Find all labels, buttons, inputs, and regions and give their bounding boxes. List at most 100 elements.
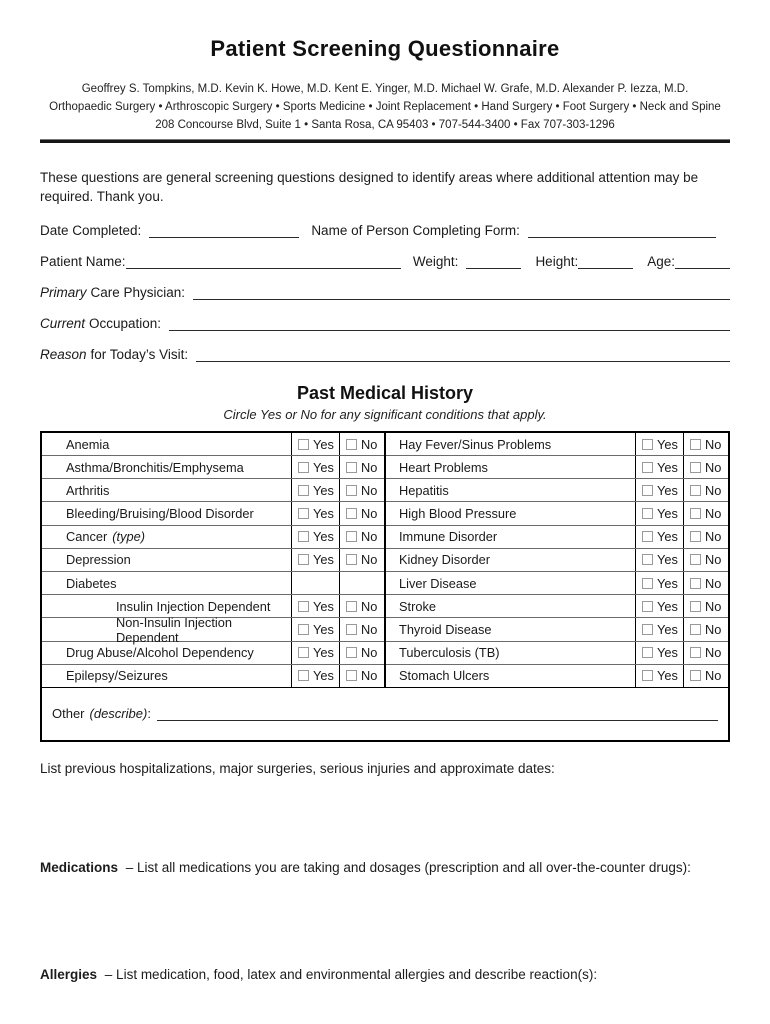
- no-cell: No: [683, 595, 728, 618]
- yes-checkbox-icon[interactable]: [298, 647, 309, 659]
- height-line[interactable]: [578, 253, 634, 269]
- no-cell: No: [683, 479, 728, 502]
- yes-checkbox-icon[interactable]: [298, 600, 309, 612]
- no-text: No: [705, 668, 722, 684]
- yes-text: Yes: [313, 482, 334, 498]
- condition-label: Hepatitis: [399, 482, 449, 498]
- yes-checkbox-icon[interactable]: [642, 577, 653, 589]
- no-checkbox-icon[interactable]: [690, 531, 701, 543]
- no-checkbox-icon[interactable]: [690, 508, 701, 520]
- no-checkbox-icon[interactable]: [346, 600, 357, 612]
- patient-name-line[interactable]: [125, 253, 401, 269]
- no-text: No: [705, 552, 722, 568]
- table-row: Drug Abuse/Alcohol Dependency Yes No: [42, 641, 384, 665]
- table-row: Heart Problems Yes No: [386, 456, 728, 480]
- condition-label: Arthritis: [66, 482, 110, 498]
- yes-text: Yes: [313, 552, 334, 568]
- table-row: Tuberculosis (TB) Yes No: [386, 641, 728, 665]
- no-checkbox-icon[interactable]: [346, 554, 357, 566]
- yes-cell: Yes: [635, 664, 683, 687]
- primary-care-line[interactable]: [193, 284, 730, 300]
- no-checkbox-icon[interactable]: [346, 647, 357, 659]
- no-checkbox-icon[interactable]: [690, 554, 701, 566]
- yes-cell: Yes: [635, 548, 683, 572]
- no-checkbox-icon[interactable]: [690, 600, 701, 612]
- other-row: Other (describe) :: [42, 688, 728, 740]
- no-checkbox-icon[interactable]: [346, 624, 357, 635]
- yes-checkbox-icon[interactable]: [642, 600, 653, 612]
- yes-checkbox-icon[interactable]: [298, 484, 309, 496]
- no-checkbox-icon[interactable]: [690, 461, 701, 473]
- no-checkbox-icon[interactable]: [346, 508, 357, 520]
- no-cell: No: [683, 432, 728, 456]
- no-checkbox-icon[interactable]: [346, 531, 357, 543]
- yes-cell: Yes: [635, 479, 683, 502]
- no-checkbox-icon[interactable]: [690, 577, 701, 589]
- no-checkbox-icon[interactable]: [690, 624, 701, 635]
- age-line[interactable]: [675, 253, 730, 269]
- occupation-line[interactable]: [169, 315, 730, 331]
- condition-label: Insulin Injection Dependent: [116, 598, 271, 614]
- yes-checkbox-icon[interactable]: [298, 624, 309, 635]
- yes-text: Yes: [657, 668, 678, 684]
- no-text: No: [361, 645, 378, 661]
- patient-name-label: Patient Name:: [40, 253, 126, 269]
- pmh-columns: Anemia Yes No Asthma/Bronchitis/Emphysem…: [42, 432, 728, 688]
- yes-text: Yes: [657, 645, 678, 661]
- yes-text: Yes: [657, 529, 678, 545]
- no-cell: No: [339, 479, 384, 502]
- no-checkbox-icon[interactable]: [346, 484, 357, 496]
- condition-label: Cancer (type): [42, 526, 291, 548]
- condition-italic: (type): [112, 529, 145, 545]
- age-label: Age:: [647, 253, 675, 269]
- no-text: No: [705, 575, 722, 591]
- condition-label: Drug Abuse/Alcohol Dependency: [66, 645, 254, 661]
- yes-checkbox-icon[interactable]: [642, 508, 653, 520]
- clinic-header: Geoffrey S. Tompkins, M.D. Kevin K. Howe…: [40, 81, 730, 133]
- person-completing-line[interactable]: [527, 222, 716, 238]
- yes-checkbox-icon[interactable]: [642, 531, 653, 543]
- no-checkbox-icon[interactable]: [690, 438, 701, 450]
- yes-cell: Yes: [291, 595, 339, 618]
- page-title: Patient Screening Questionnaire: [210, 36, 560, 61]
- no-checkbox-icon[interactable]: [346, 670, 357, 682]
- yes-checkbox-icon[interactable]: [298, 438, 309, 450]
- other-line[interactable]: [156, 707, 718, 721]
- reason-line[interactable]: [196, 346, 730, 362]
- yes-checkbox-icon[interactable]: [642, 484, 653, 496]
- condition-label: Stroke: [399, 598, 436, 614]
- weight-line[interactable]: [466, 253, 522, 269]
- condition-label: Stomach Ulcers: [399, 668, 490, 684]
- yes-cell: Yes: [635, 572, 683, 595]
- yes-checkbox-icon[interactable]: [298, 508, 309, 520]
- no-checkbox-icon[interactable]: [690, 647, 701, 659]
- table-row: Anemia Yes No: [42, 432, 384, 457]
- yes-checkbox-icon[interactable]: [298, 670, 309, 682]
- condition-label: Kidney Disorder: [399, 552, 491, 568]
- yes-checkbox-icon[interactable]: [642, 670, 653, 682]
- no-checkbox-icon[interactable]: [346, 461, 357, 473]
- no-checkbox-icon[interactable]: [690, 484, 701, 496]
- yes-checkbox-icon[interactable]: [298, 461, 309, 473]
- yes-checkbox-icon[interactable]: [642, 438, 653, 450]
- no-checkbox-icon[interactable]: [346, 438, 357, 450]
- table-row: Insulin Injection Dependent Yes No: [42, 595, 384, 619]
- no-cell: No: [683, 618, 728, 641]
- yes-checkbox-icon[interactable]: [642, 461, 653, 473]
- condition-label: Tuberculosis (TB): [399, 645, 500, 661]
- yes-checkbox-icon[interactable]: [298, 554, 309, 566]
- yes-checkbox-icon[interactable]: [298, 531, 309, 543]
- yes-checkbox-icon[interactable]: [642, 624, 653, 635]
- specialties-line: Orthopaedic Surgery • Arthroscopic Surge…: [49, 101, 721, 114]
- yes-checkbox-icon[interactable]: [642, 554, 653, 566]
- table-row: Immune Disorder Yes No: [386, 525, 728, 549]
- empty-no-cell: [339, 572, 384, 595]
- no-text: No: [705, 436, 722, 452]
- allergies-lead: Allergies: [40, 966, 98, 982]
- yes-text: Yes: [313, 459, 334, 475]
- date-completed-line[interactable]: [149, 222, 300, 238]
- no-checkbox-icon[interactable]: [690, 670, 701, 682]
- yes-checkbox-icon[interactable]: [642, 647, 653, 659]
- yes-cell: Yes: [635, 595, 683, 618]
- no-cell: No: [339, 618, 384, 641]
